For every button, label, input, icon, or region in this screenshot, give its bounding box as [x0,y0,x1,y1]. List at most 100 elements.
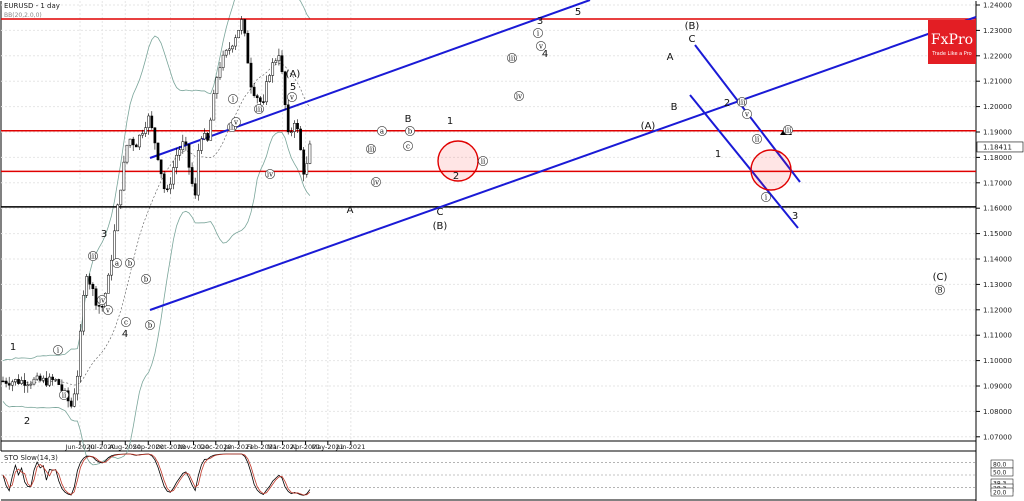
x-tick-label: Nov-2020 [178,443,209,451]
x-tick-label: Jan-2021 [223,443,253,451]
candle [215,77,219,94]
wave-label: 5 [290,82,296,93]
candle [181,141,185,151]
candle [221,54,225,68]
candle [296,123,299,130]
wave-label: iii [90,253,97,261]
candle [125,144,129,163]
wave-label: v [538,43,543,51]
wave-label: i [232,96,235,104]
highlight-circle [750,149,792,191]
wave-label: b [128,260,133,268]
wave-label: (A) [641,121,656,132]
candle [308,143,312,164]
wave-label-circle [403,141,413,151]
wave-label-circle [514,91,524,101]
logo-tagline: Trade Like a Pro [931,51,971,57]
candle [76,375,79,395]
y-tick-label: 1.11000 [983,332,1012,340]
wave-label-circle [783,125,793,135]
sto-tag-label: 20.0 [993,490,1007,497]
candle [280,55,284,73]
candle [162,173,166,190]
candle [94,288,98,306]
wave-label: v [105,307,110,315]
candle [147,115,151,128]
candle [29,383,33,386]
candle [57,379,61,385]
candle [51,376,54,381]
candle [119,189,123,206]
candle [246,32,250,64]
wave-label: (B) [685,21,700,32]
candle [159,159,163,175]
sto-tag [990,487,1014,497]
wave-label: C [689,34,696,45]
candle [97,305,101,307]
candle [165,188,169,191]
wave-label: 1 [10,342,16,353]
wave-label: B [671,102,678,113]
trendline [689,94,799,229]
wave-label-circle [935,285,945,295]
candle [196,150,200,196]
wave-label: (B) [433,221,448,232]
y-tick-label: 1.18000 [983,154,1012,162]
y-tick-label: 1.16000 [983,205,1012,213]
x-tick-label: Jun-2020 [64,443,94,451]
wave-label: v [289,94,294,102]
candle [209,119,213,141]
wave-label: 3 [792,211,798,222]
wave-label: 5 [575,7,581,18]
trendline [149,16,977,311]
wave-label: b [144,276,149,284]
candle [116,204,120,232]
stochastic-title: STO Slow(14,3) [4,454,58,462]
candle [169,183,172,190]
candle [26,384,30,387]
wave-label-circle [737,97,747,107]
candle [88,276,92,285]
sto-tag-label: 50.0 [993,470,1007,477]
candle [243,19,247,34]
wave-label: a [380,128,384,136]
x-tick-label: Mar-2021 [267,443,298,451]
y-tick-label: 1.10000 [983,357,1012,365]
trendline [149,0,591,159]
y-tick-label: 1.17000 [983,179,1012,187]
candle [255,95,259,99]
y-tick-label: 1.24000 [983,2,1012,10]
wave-label: (C) [933,272,948,283]
candle [82,295,85,332]
chart-title: EURUSD - 1 day [4,2,60,10]
wave-label-circle [405,126,415,136]
last-price-label: 1.18411 [983,143,1012,151]
candle [178,149,182,156]
candle [237,30,240,38]
wave-label: iv [99,297,105,305]
candle [302,149,306,175]
wave-label: 4 [122,329,128,340]
bollinger-upper [2,0,311,362]
candle [32,378,36,385]
candle [200,138,203,151]
y-tick-label: 1.22000 [983,52,1012,60]
sto-tag-label: 80.0 [993,462,1007,469]
candle [265,81,268,103]
wave-label: C [437,207,444,218]
y-tick-label: 1.08000 [983,408,1012,416]
wave-label-circle [287,92,297,102]
wave-label: 1 [447,116,453,127]
candle [48,376,51,386]
wave-label: iii [739,99,746,107]
wave-label-circle [141,274,151,284]
wave-label: a [115,260,119,268]
candle [277,55,281,62]
wave-label-circle [752,134,762,144]
wave-label-circle [145,320,155,330]
wave-label-circle [533,28,543,38]
wave-label: 3 [537,16,543,27]
y-tick-label: 1.21000 [983,78,1012,86]
